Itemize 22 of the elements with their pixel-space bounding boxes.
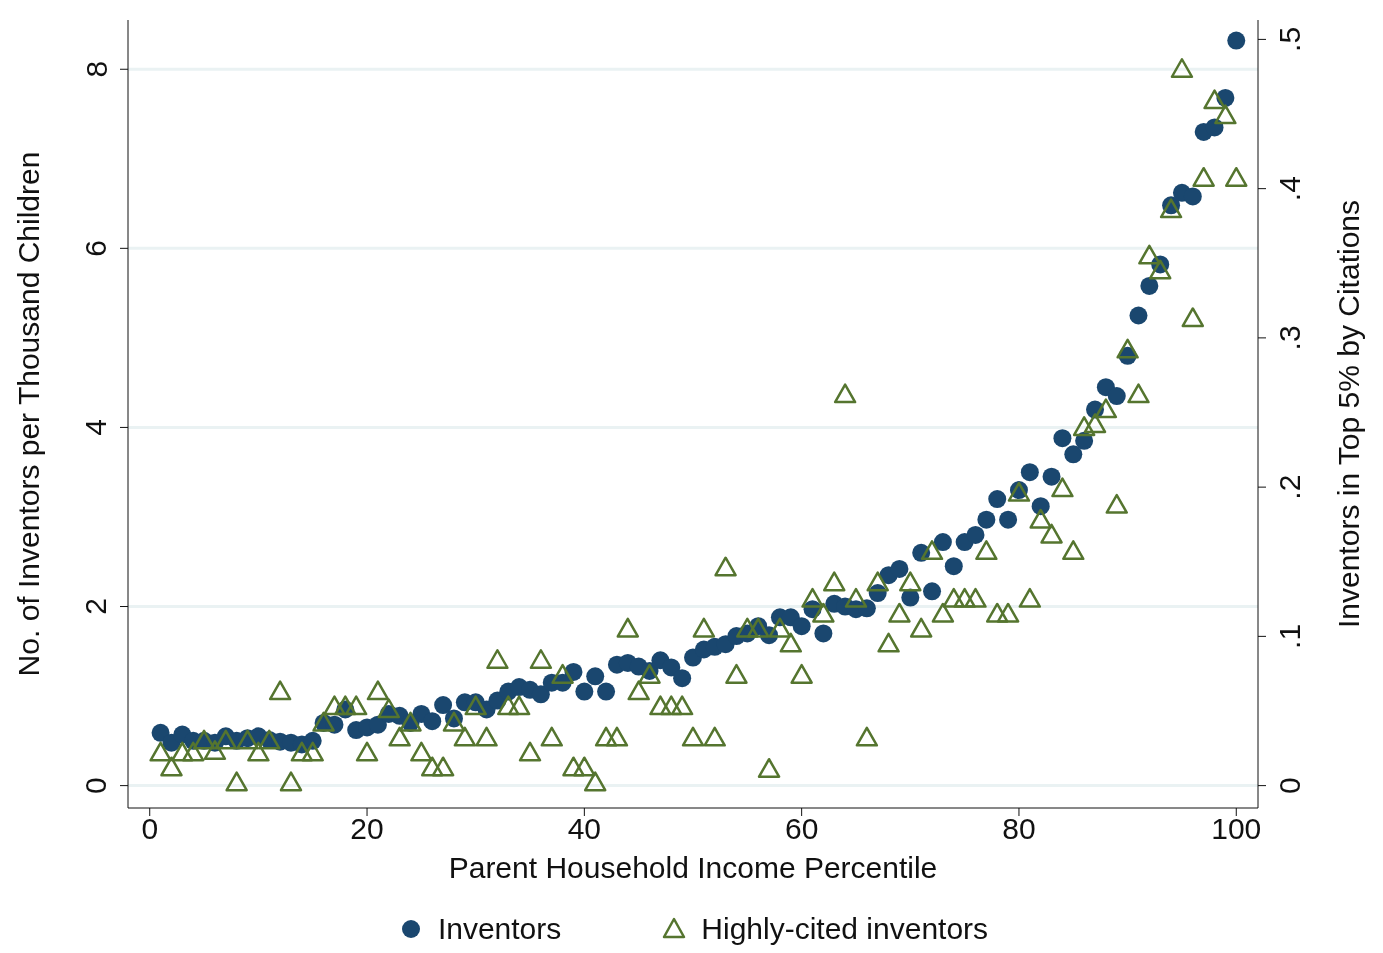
y2-axis-title: Inventors in Top 5% by Citations <box>1331 199 1365 629</box>
y2-tick-label: .1 <box>1273 623 1307 649</box>
y2-tick-label: .2 <box>1273 474 1307 500</box>
x-tick-label: 20 <box>350 812 384 846</box>
y-axis-title: No. of Inventors per Thousand Children <box>11 151 45 677</box>
y2-tick-label: .5 <box>1273 26 1307 52</box>
y2-tick-label: .4 <box>1273 176 1307 202</box>
y-tick-label: 8 <box>79 60 113 78</box>
x-tick-label: 0 <box>141 812 159 846</box>
y-tick-label: 0 <box>79 777 113 794</box>
x-tick-label: 60 <box>784 812 819 846</box>
x-axis-title: Parent Household Income Percentile <box>448 851 938 884</box>
y2-tick-label: 0 <box>1273 777 1307 794</box>
legend-label: Inventors <box>437 912 562 946</box>
x-tick-label: 80 <box>1002 812 1036 846</box>
x-tick-label: 40 <box>567 812 602 846</box>
y-tick-label: 6 <box>79 240 113 257</box>
legend-label: Highly-cited inventors <box>701 912 989 946</box>
y-tick-label: 2 <box>79 598 113 615</box>
x-tick-label: 100 <box>1211 812 1262 846</box>
y-tick-label: 4 <box>79 419 113 436</box>
y2-tick-label: .3 <box>1273 325 1307 351</box>
